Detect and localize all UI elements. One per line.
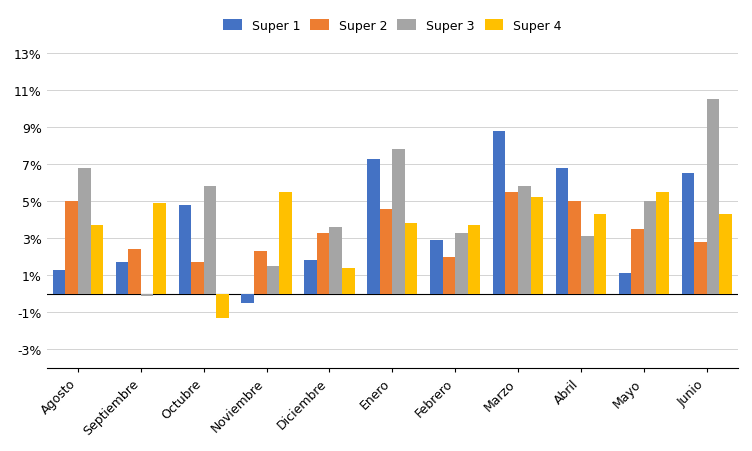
- Bar: [694, 242, 707, 294]
- Bar: [556, 168, 569, 294]
- Bar: [178, 205, 191, 294]
- Bar: [254, 252, 266, 294]
- Bar: [593, 215, 606, 294]
- Bar: [619, 274, 631, 294]
- Bar: [380, 209, 393, 294]
- Bar: [569, 202, 581, 294]
- Bar: [266, 266, 279, 294]
- Bar: [53, 270, 65, 294]
- Bar: [342, 268, 355, 294]
- Bar: [405, 224, 417, 294]
- Bar: [241, 294, 254, 303]
- Bar: [443, 257, 455, 294]
- Bar: [493, 131, 505, 294]
- Bar: [719, 215, 732, 294]
- Bar: [367, 159, 380, 294]
- Bar: [707, 100, 719, 294]
- Bar: [90, 226, 103, 294]
- Bar: [305, 261, 317, 294]
- Bar: [468, 226, 481, 294]
- Bar: [153, 203, 166, 294]
- Bar: [430, 240, 443, 294]
- Bar: [116, 262, 129, 294]
- Bar: [656, 193, 669, 294]
- Bar: [217, 294, 229, 318]
- Bar: [455, 233, 468, 294]
- Bar: [65, 202, 78, 294]
- Bar: [317, 233, 329, 294]
- Bar: [631, 230, 644, 294]
- Bar: [518, 187, 531, 294]
- Bar: [204, 187, 217, 294]
- Bar: [141, 294, 153, 296]
- Bar: [78, 168, 90, 294]
- Bar: [644, 202, 656, 294]
- Legend: Super 1, Super 2, Super 3, Super 4: Super 1, Super 2, Super 3, Super 4: [218, 15, 567, 38]
- Bar: [279, 193, 292, 294]
- Bar: [681, 174, 694, 294]
- Bar: [329, 227, 342, 294]
- Bar: [531, 198, 543, 294]
- Bar: [505, 193, 518, 294]
- Bar: [129, 250, 141, 294]
- Bar: [191, 262, 204, 294]
- Bar: [393, 150, 405, 294]
- Bar: [581, 237, 593, 294]
